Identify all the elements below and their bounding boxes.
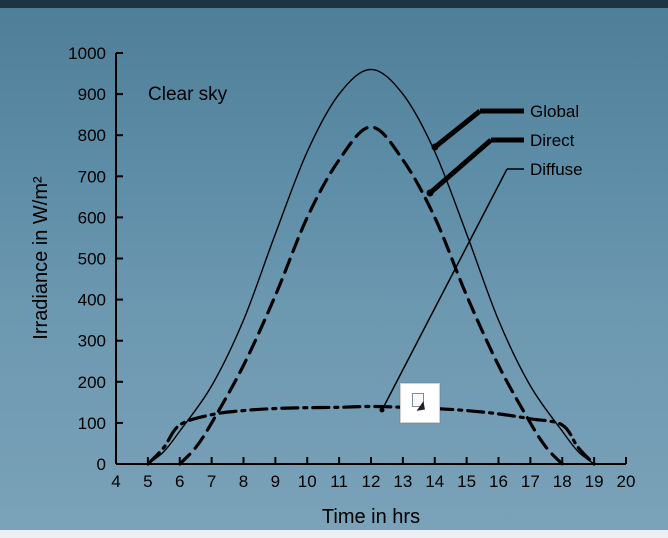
x-tick-label: 12 xyxy=(362,472,381,491)
cursor-thumbnail[interactable] xyxy=(400,383,440,423)
x-tick-label: 14 xyxy=(425,472,444,491)
x-tick-label: 6 xyxy=(175,472,184,491)
cursor-image-icon xyxy=(412,393,424,407)
y-tick-label: 200 xyxy=(78,373,106,392)
y-tick-label: 300 xyxy=(78,332,106,351)
series-line-direct xyxy=(178,125,564,466)
legend-pointer-end-diffuse xyxy=(379,407,385,413)
x-tick-label: 5 xyxy=(143,472,152,491)
legend-pointer-end-global xyxy=(431,143,439,151)
axes-layer: 4 5 6 7 8 9 10 11 12 13 14 15 16 17 18 19 20010020030040… xyxy=(68,44,635,491)
x-tick-label: 9 xyxy=(271,472,280,491)
x-tick-label: 20 xyxy=(617,472,636,491)
legend-layer: Global Direct Diffuse xyxy=(379,102,583,413)
y-tick-label: 400 xyxy=(78,291,106,310)
y-tick-label: 600 xyxy=(78,208,106,227)
y-tick-label: 700 xyxy=(78,167,106,186)
legend-pointer-global xyxy=(433,109,482,149)
legend-pointer-diffuse xyxy=(381,168,508,411)
y-tick-label: 800 xyxy=(78,126,106,145)
y-axis-label: Irradiance in W/m² xyxy=(30,176,52,340)
x-tick-label: 4 xyxy=(111,472,120,491)
series-line-global xyxy=(147,68,595,465)
x-tick-label: 18 xyxy=(553,472,572,491)
y-tick-label: 1000 xyxy=(68,44,106,63)
chart-svg: 4 5 6 7 8 9 10 11 12 13 14 15 16 17 18 19 20010020030040… xyxy=(30,44,635,528)
chart-annotation: Clear sky xyxy=(148,84,228,105)
y-tick-label: 500 xyxy=(78,250,106,269)
x-axis-label: Time in hrs xyxy=(322,506,420,528)
x-tick-label: 16 xyxy=(489,472,508,491)
legend-label-diffuse: Diffuse xyxy=(530,160,583,179)
x-tick-label: 8 xyxy=(239,472,248,491)
y-tick-label: 100 xyxy=(78,414,106,433)
legend-label-direct: Direct xyxy=(530,131,575,150)
series-line-diffuse xyxy=(146,404,596,466)
x-tick-label: 17 xyxy=(521,472,540,491)
y-tick-label: 900 xyxy=(78,85,106,104)
legend-label-global: Global xyxy=(530,102,579,121)
x-tick-label: 10 xyxy=(298,472,317,491)
x-tick-label: 19 xyxy=(585,472,604,491)
x-tick-label: 15 xyxy=(457,472,476,491)
x-tick-label: 7 xyxy=(207,472,216,491)
x-tick-label: 13 xyxy=(393,472,412,491)
y-tick-label: 0 xyxy=(97,455,106,474)
legend-pointer-direct xyxy=(428,138,493,195)
series-layer xyxy=(146,68,596,466)
legend-pointer-end-direct xyxy=(426,189,434,197)
x-tick-label: 11 xyxy=(330,472,348,491)
